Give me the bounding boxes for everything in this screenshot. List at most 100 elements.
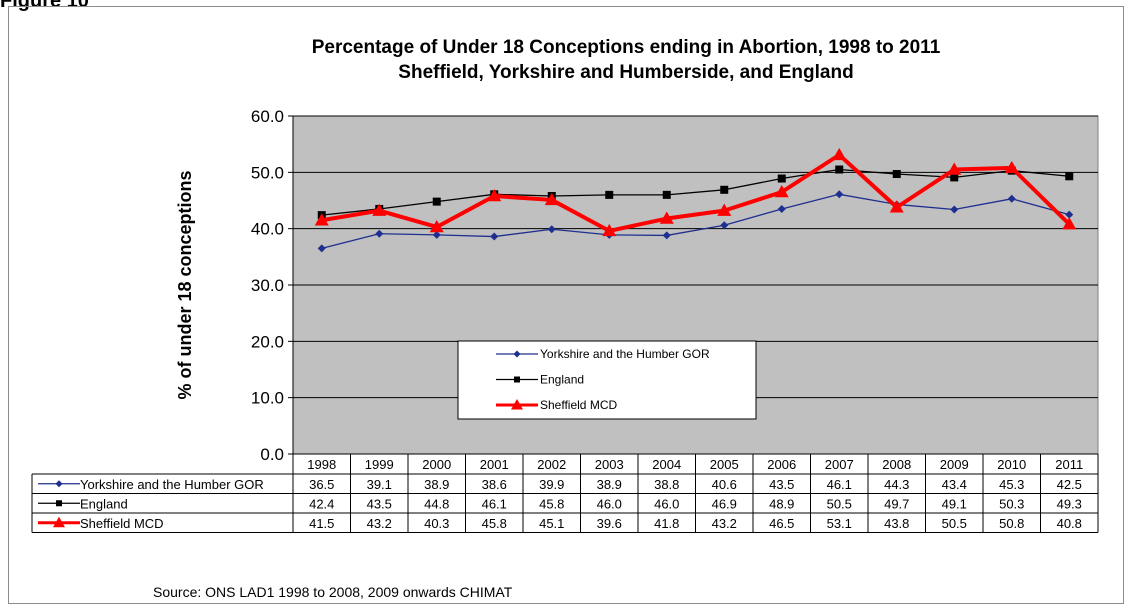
legend-marker (511, 399, 523, 410)
series-1-point (1007, 194, 1016, 203)
series-3-point (314, 213, 329, 226)
series-1-point (720, 221, 729, 230)
chart-frame (8, 6, 1124, 604)
data-label: 39.6 (597, 516, 622, 531)
data-label: 49.7 (884, 496, 909, 511)
series-3-point (947, 162, 962, 175)
data-label: 45.8 (539, 496, 564, 511)
data-label: 38.9 (597, 477, 622, 492)
y-tick-label: 50.0 (251, 163, 284, 182)
data-label: 46.1 (482, 496, 507, 511)
series-2-point (1065, 172, 1074, 181)
series-2-point (950, 173, 959, 182)
data-label: 44.8 (424, 496, 449, 511)
series-1-point (777, 204, 786, 213)
x-tick-label: 2009 (940, 457, 969, 472)
legend-marker (514, 376, 520, 383)
series-line-1 (321, 193, 1070, 250)
x-tick-label: 1998 (307, 457, 336, 472)
data-label: 43.4 (942, 477, 967, 492)
series-3-point (717, 203, 732, 216)
series-3-point (1062, 217, 1077, 230)
plot-area: 0.0 10.0 20.0 30.0 40.0 50.0 60.0 (251, 107, 1099, 464)
data-label: 49.3 (1057, 496, 1082, 511)
table-legend-marker (55, 480, 63, 488)
legend-entry: Sheffield MCD (540, 398, 617, 412)
legend-entry: Yorkshire and the Humber GOR (540, 347, 710, 361)
series-2-point (835, 165, 844, 174)
data-label: 38.6 (482, 477, 507, 492)
x-tick-label: 2004 (652, 457, 681, 472)
y-axis-label: % of under 18 conceptions (175, 170, 195, 399)
series-1-point (317, 244, 326, 253)
data-label: 43.5 (367, 496, 392, 511)
data-label: 36.5 (309, 477, 334, 492)
data-label: 46.9 (712, 496, 737, 511)
series-3-point (1004, 160, 1019, 174)
data-label: 40.8 (1057, 516, 1082, 531)
data-label: 50.3 (999, 496, 1024, 511)
series-1-point (662, 231, 671, 240)
table-series-name: England (80, 496, 128, 511)
data-label: 50.5 (827, 496, 852, 511)
y-tick-label: 20.0 (251, 332, 284, 351)
data-label: 44.3 (884, 477, 909, 492)
data-label: 38.9 (424, 477, 449, 492)
chart-title: Percentage of Under 18 Conceptions endin… (312, 37, 941, 58)
series-1-point (950, 205, 959, 214)
series-1-point (547, 225, 556, 234)
data-label: 40.6 (712, 477, 737, 492)
x-tick-label: 2008 (882, 457, 911, 472)
series-line-3 (321, 152, 1071, 233)
data-label: 46.0 (654, 496, 679, 511)
series-2-point (777, 174, 786, 183)
x-tick-label: 1999 (365, 457, 394, 472)
series-1-point (432, 230, 441, 239)
data-label: 46.1 (827, 477, 852, 492)
data-label: 50.8 (999, 516, 1024, 531)
x-tick-label: 2006 (767, 457, 796, 472)
series-3-point (602, 223, 617, 237)
y-tick-label: 0.0 (260, 445, 284, 464)
data-table: 1998 1999 2000 2001 2002 2003 2004 2005 2006 2007… (31, 454, 1099, 533)
x-tick-label: 2001 (480, 457, 509, 472)
data-label: 42.4 (309, 496, 334, 511)
y-tick-label: 30.0 (251, 276, 284, 295)
data-label: 40.3 (424, 516, 449, 531)
series-3-point (429, 219, 444, 233)
series-3-point (832, 147, 847, 161)
data-label: 53.1 (827, 516, 852, 531)
data-label: 49.1 (942, 496, 967, 511)
series-2-point (662, 190, 671, 199)
y-tick-label: 60.0 (251, 107, 284, 126)
data-label: 41.5 (309, 516, 334, 531)
series-2-point (892, 170, 901, 179)
legend: Yorkshire and the Humber GOR England Sheff… (457, 340, 757, 420)
table-series-name: Yorkshire and the Humber GOR (80, 477, 264, 492)
data-label: 43.5 (769, 477, 794, 492)
series-1-point (835, 190, 844, 199)
x-tick-label: 2011 (1055, 457, 1083, 472)
data-label: 46.5 (769, 516, 794, 531)
series-1-point (490, 232, 499, 241)
data-label: 46.0 (597, 496, 622, 511)
y-tick-label: 10.0 (251, 389, 284, 408)
data-label: 42.5 (1057, 477, 1082, 492)
data-label: 50.5 (942, 516, 967, 531)
data-label: 45.3 (999, 477, 1024, 492)
data-label: 45.8 (482, 516, 507, 531)
table-series-name: Sheffield MCD (80, 516, 164, 531)
data-label: 43.8 (884, 516, 909, 531)
x-tick-label: 2000 (422, 457, 451, 472)
data-label: 38.8 (654, 477, 679, 492)
data-label: 39.9 (539, 477, 564, 492)
series-3-point (487, 188, 502, 202)
x-tick-label: 2010 (997, 457, 1026, 472)
series-3-point (659, 211, 674, 224)
legend-entry: England (540, 373, 584, 387)
data-label: 43.2 (712, 516, 737, 531)
series-1-point (1065, 210, 1074, 219)
legend-marker (513, 350, 521, 358)
data-label: 45.1 (539, 516, 564, 531)
x-tick-label: 2005 (710, 457, 739, 472)
